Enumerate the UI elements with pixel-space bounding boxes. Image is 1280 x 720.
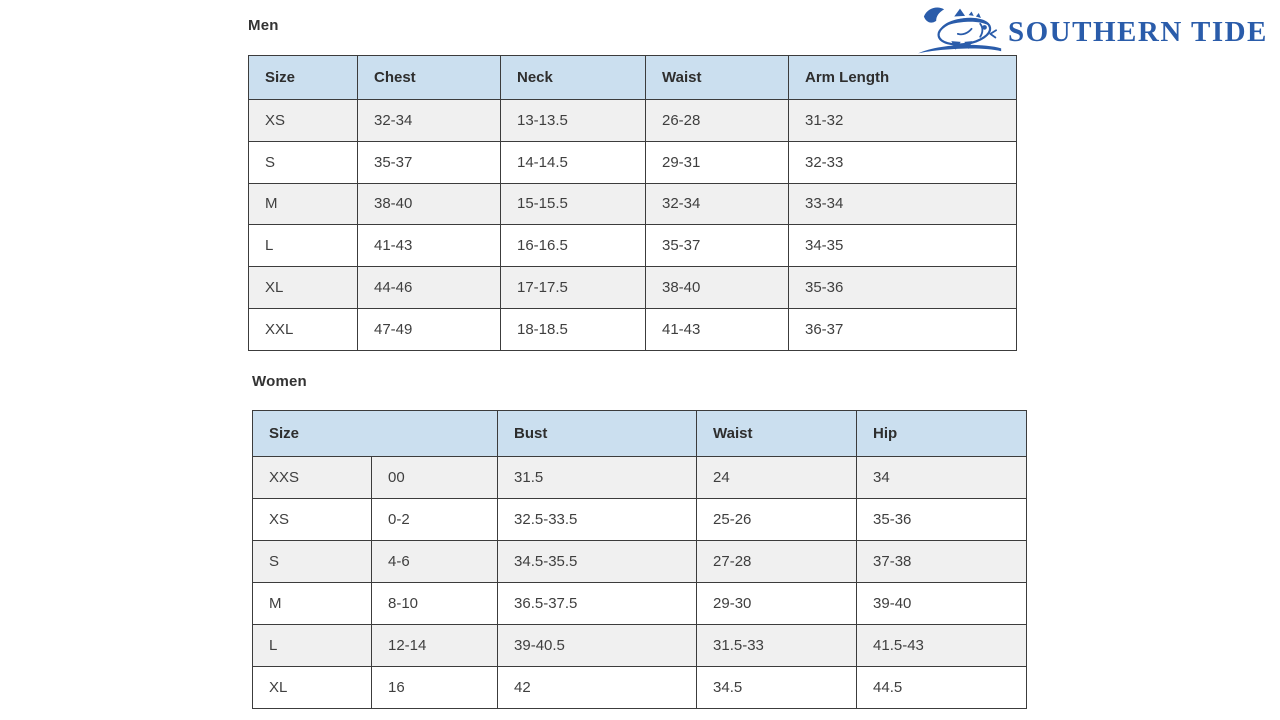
- table-cell: 0-2: [370, 498, 499, 541]
- table-cell: 31.5: [497, 456, 698, 499]
- brand-name: SOUTHERN TIDE: [1008, 15, 1268, 48]
- table-cell: 26-28: [645, 99, 789, 142]
- table-cell: S: [252, 540, 372, 583]
- men-size-table: Size Chest Neck Waist Arm Length XS 32-34 13-13…: [248, 55, 1017, 351]
- table-cell: 41.5-43: [856, 624, 1028, 667]
- column-header: Size: [248, 55, 358, 100]
- table-row: M 8-10 36.5-37.5 29-30 39-40: [252, 582, 1028, 625]
- table-row: XS 0-2 32.5-33.5 25-26 35-36: [252, 498, 1028, 541]
- table-cell: 38-40: [357, 182, 501, 226]
- table-cell: XL: [248, 266, 358, 309]
- table-cell: XXS: [252, 456, 372, 499]
- table-cell: 47-49: [357, 307, 501, 351]
- table-cell: 32-33: [788, 140, 1017, 184]
- table-cell: L: [248, 224, 358, 268]
- table-cell: 29-30: [696, 582, 858, 625]
- table-row: M 38-40 15-15.5 32-34 33-34: [248, 182, 1017, 226]
- table-row: S 4-6 34.5-35.5 27-28 37-38: [252, 540, 1028, 583]
- brand-logo: SOUTHERN TIDE: [916, 4, 1268, 58]
- table-cell: 34: [856, 456, 1028, 499]
- table-cell: 37-38: [856, 540, 1028, 583]
- table-row: L 12-14 39-40.5 31.5-33 41.5-43: [252, 624, 1028, 667]
- table-cell: 13-13.5: [500, 99, 646, 142]
- men-section-heading: Men: [248, 17, 279, 34]
- table-cell: 35-37: [645, 224, 789, 268]
- table-cell: M: [248, 182, 358, 226]
- table-cell: 44-46: [357, 266, 501, 309]
- header-row: Size Bust Waist Hip: [251, 410, 1028, 457]
- southern-tide-fish-icon: [918, 7, 1002, 54]
- column-header: Chest: [357, 55, 501, 100]
- table-cell: 39-40: [856, 582, 1028, 625]
- table-cell: XXL: [248, 307, 358, 351]
- header-row: Size Chest Neck Waist Arm Length: [248, 55, 1017, 100]
- table-cell: L: [252, 624, 372, 667]
- table-cell: 32.5-33.5: [497, 498, 698, 541]
- table-cell: 4-6: [370, 540, 499, 583]
- table-cell: 15-15.5: [500, 182, 646, 226]
- table-cell: 00: [370, 456, 499, 499]
- table-row: S 35-37 14-14.5 29-31 32-33: [248, 140, 1017, 184]
- table-cell: 36.5-37.5: [497, 582, 698, 625]
- table-row: XL 44-46 17-17.5 38-40 35-36: [248, 266, 1017, 309]
- table-cell: 44.5: [856, 666, 1028, 709]
- table-cell: M: [252, 582, 372, 625]
- table-cell: 35-37: [357, 140, 501, 184]
- table-cell: 41-43: [357, 224, 501, 268]
- table-cell: 32-34: [645, 182, 789, 226]
- table-row: XL 16 42 34.5 44.5: [252, 666, 1028, 709]
- table-cell: 35-36: [856, 498, 1028, 541]
- table-cell: 32-34: [357, 99, 501, 142]
- table-cell: 34.5: [696, 666, 858, 709]
- women-size-table: Size Bust Waist Hip XXS 00 31.5 24 34 XS 0-2 32.5-3…: [251, 410, 1028, 709]
- table-cell: 35-36: [788, 266, 1017, 309]
- column-header: Arm Length: [788, 55, 1017, 100]
- column-header: Waist: [696, 410, 858, 457]
- table-cell: 16: [370, 666, 499, 709]
- table-row: XXL 47-49 18-18.5 41-43 36-37: [248, 307, 1017, 351]
- table-cell: 16-16.5: [500, 224, 646, 268]
- table-cell: XS: [252, 498, 372, 541]
- table-cell: S: [248, 140, 358, 184]
- table-cell: 34.5-35.5: [497, 540, 698, 583]
- table-cell: 31.5-33: [696, 624, 858, 667]
- table-cell: 42: [497, 666, 698, 709]
- table-cell: 38-40: [645, 266, 789, 309]
- table-cell: 25-26: [696, 498, 858, 541]
- table-cell: 36-37: [788, 307, 1017, 351]
- women-section-heading: Women: [252, 373, 307, 390]
- table-cell: 24: [696, 456, 858, 499]
- table-cell: 27-28: [696, 540, 858, 583]
- table-row: XS 32-34 13-13.5 26-28 31-32: [248, 99, 1017, 142]
- table-cell: XL: [252, 666, 372, 709]
- column-header: Neck: [500, 55, 646, 100]
- table-cell: 12-14: [370, 624, 499, 667]
- table-cell: 29-31: [645, 140, 789, 184]
- table-cell: 18-18.5: [500, 307, 646, 351]
- table-cell: 8-10: [370, 582, 499, 625]
- column-header: Hip: [856, 410, 1028, 457]
- column-header: Waist: [645, 55, 789, 100]
- table-cell: 41-43: [645, 307, 789, 351]
- table-cell: 33-34: [788, 182, 1017, 226]
- table-cell: 17-17.5: [500, 266, 646, 309]
- table-cell: 34-35: [788, 224, 1017, 268]
- table-row: L 41-43 16-16.5 35-37 34-35: [248, 224, 1017, 268]
- table-cell: 39-40.5: [497, 624, 698, 667]
- table-cell: 14-14.5: [500, 140, 646, 184]
- column-header: Bust: [497, 410, 698, 457]
- table-cell: XS: [248, 99, 358, 142]
- table-row: XXS 00 31.5 24 34: [252, 456, 1028, 499]
- table-cell: 31-32: [788, 99, 1017, 142]
- column-header: Size: [251, 410, 499, 457]
